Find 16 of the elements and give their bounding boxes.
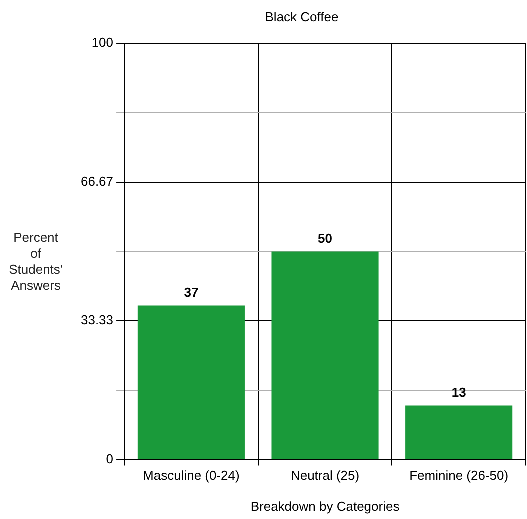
y-axis-title: Percent of Students' Answers [8,230,64,294]
y-tick-label: 0 [106,451,114,466]
data-label: 50 [318,230,332,246]
x-tick-label: Neutral (25) [290,468,360,484]
bar [138,306,245,460]
y-tick-label: 33.33 [80,312,114,328]
x-tick-label: Feminine (26-50) [410,468,509,484]
data-label: 13 [452,384,466,400]
x-tick-label: Masculine (0-24) [143,468,240,484]
x-axis-title: Breakdown by Categories [250,498,400,514]
bar [406,406,513,460]
y-tick-label: 100 [92,35,114,50]
chart-title: Black Coffee [265,9,339,24]
data-label: 37 [184,284,199,300]
y-tick-label: 66.67 [80,174,114,189]
bar [272,252,379,460]
